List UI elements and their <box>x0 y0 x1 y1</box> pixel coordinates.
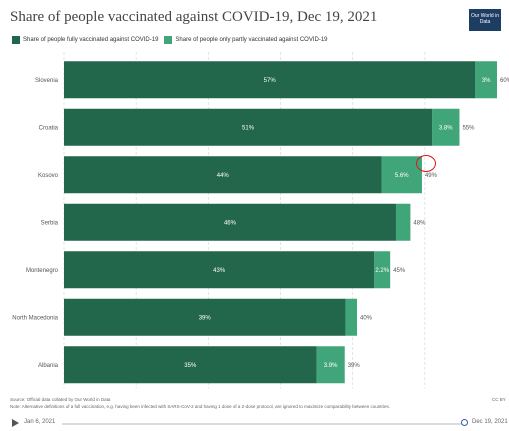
bar-partly-vaccinated <box>432 108 460 146</box>
timeline-track[interactable] <box>62 423 464 425</box>
category-label: Kosovo <box>38 173 59 179</box>
bar-value-label-fully: 39% <box>199 315 212 321</box>
bar-fully-vaccinated <box>64 298 346 336</box>
bar-partly-vaccinated <box>381 156 422 194</box>
bar-partly-vaccinated <box>475 61 497 99</box>
bar-value-label-fully: 46% <box>224 220 237 226</box>
bar-total-label: 49% <box>425 173 438 179</box>
bar-value-label-fully: 57% <box>264 78 277 84</box>
owid-logo[interactable]: Our World in Data <box>469 9 501 31</box>
license-text[interactable]: CC BY <box>492 397 506 402</box>
bar-total-label: 39% <box>348 363 361 369</box>
chart-title: Share of people vaccinated against COVID… <box>10 9 378 25</box>
category-label: Slovenia <box>35 78 59 84</box>
category-label: Serbia <box>41 220 59 226</box>
timeline-start-label: Jan 6, 2021 <box>24 419 56 425</box>
bar-fully-vaccinated <box>64 108 433 146</box>
bar-fully-vaccinated <box>64 156 382 194</box>
bar-value-label-partly: 3.9% <box>324 363 338 369</box>
x-tick-label: 50% <box>416 395 434 396</box>
category-label: Croatia <box>39 125 59 131</box>
legend-label-fully: Share of people fully vaccinated against… <box>23 37 159 43</box>
bar-value-label-fully: 35% <box>184 363 197 369</box>
timeline: Jan 6, 2021 Dec 19, 2021 <box>0 414 509 431</box>
play-icon[interactable] <box>12 419 19 427</box>
bar-partly-vaccinated <box>345 298 357 336</box>
timeline-end-label: Dec 19, 2021 <box>472 419 508 425</box>
legend-label-partly: Share of people only partly vaccinated a… <box>175 37 328 43</box>
note-text: Note: Alternative definitions of a full … <box>10 404 390 409</box>
bar-total-label: 45% <box>393 268 406 274</box>
bar-value-label-fully: 44% <box>217 173 230 179</box>
category-label: North Macedonia <box>12 315 58 321</box>
legend-swatch-fully <box>12 36 20 44</box>
bar-total-label: 48% <box>413 220 426 226</box>
x-tick-label: 10% <box>127 395 145 396</box>
bar-value-label-partly: 3.8% <box>439 125 453 131</box>
bar-value-label-partly: 2.2% <box>375 268 389 274</box>
bar-value-label-partly: 3% <box>482 78 491 84</box>
category-label: Albania <box>38 363 59 369</box>
bar-fully-vaccinated <box>64 61 476 99</box>
category-label: Montenegro <box>26 268 59 274</box>
x-tick-label: 20% <box>199 395 217 396</box>
bar-fully-vaccinated <box>64 203 396 241</box>
x-tick-label: 0% <box>57 395 70 396</box>
bar-total-label: 40% <box>360 315 373 321</box>
bar-partly-vaccinated <box>395 203 411 241</box>
bar-fully-vaccinated <box>64 251 375 289</box>
legend-swatch-partly <box>164 36 173 44</box>
highlight-circle <box>416 155 436 172</box>
legend-item-fully[interactable]: Share of people fully vaccinated against… <box>12 36 158 44</box>
bar-total-label: 60% <box>500 78 509 84</box>
source-text[interactable]: Source: Official data collated by Our Wo… <box>10 397 111 402</box>
bar-total-label: 55% <box>462 125 475 131</box>
legend: Share of people fully vaccinated against… <box>12 36 334 44</box>
bar-value-label-fully: 43% <box>213 268 226 274</box>
x-tick-label: 40% <box>344 395 362 396</box>
x-tick-label: 30% <box>271 395 289 396</box>
bar-partly-vaccinated <box>316 346 345 384</box>
timeline-handle[interactable] <box>461 419 468 426</box>
bar-value-label-partly: 5.6% <box>395 173 409 179</box>
bar-chart: 0% 10% 20% 30% 40% 50% Slovenia 57% 3% 60% Croatia… <box>12 52 509 396</box>
bar-partly-vaccinated <box>374 251 391 289</box>
bar-fully-vaccinated <box>64 346 317 384</box>
bar-value-label-fully: 51% <box>242 125 255 131</box>
legend-item-partly[interactable]: Share of people only partly vaccinated a… <box>164 36 328 44</box>
